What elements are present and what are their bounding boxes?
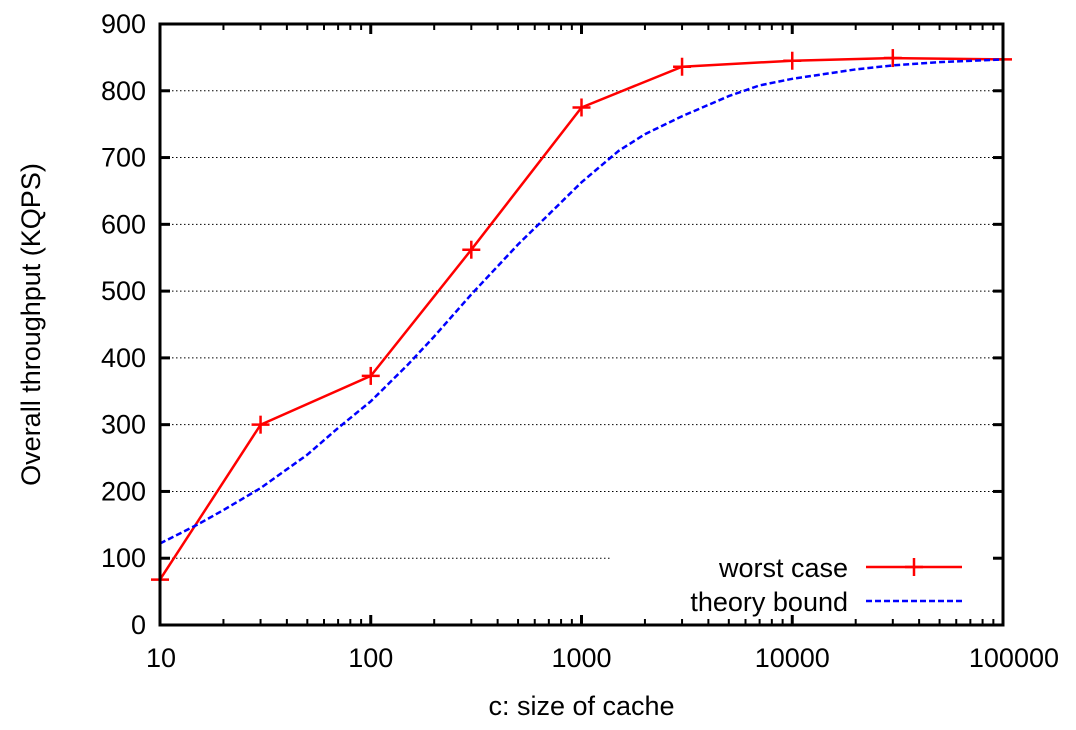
x-tick-label: 100000 <box>969 643 1059 673</box>
y-tick-label: 400 <box>101 343 146 373</box>
worst-case-point <box>883 49 902 68</box>
y-axis-label: Overall throughput (KQPS) <box>16 163 46 486</box>
plot-frame <box>158 22 1005 627</box>
y-axis-ticks: 0 100 200 300 400 500 600 700 800 900 <box>101 9 1003 640</box>
y-tick-label: 300 <box>101 410 146 440</box>
y-tick-label: 500 <box>101 276 146 306</box>
y-tick-label: 900 <box>101 9 146 39</box>
y-tick-label: 600 <box>101 209 146 239</box>
worst-case-point <box>251 415 270 434</box>
y-tick-label: 200 <box>101 476 146 506</box>
worst-case-line <box>158 56 1004 581</box>
y-tick-label: 0 <box>131 610 146 640</box>
x-tick-label: 1000 <box>551 643 611 673</box>
legend: worst case theory bound <box>690 553 962 617</box>
y-tick-label: 800 <box>101 76 146 106</box>
worst-case-point <box>783 51 802 70</box>
worst-case-point <box>572 98 591 117</box>
worst-case-point <box>462 240 481 259</box>
x-tick-label: 10 <box>146 643 176 673</box>
worst-case-point <box>673 57 692 76</box>
x-axis-label: c: size of cache <box>488 691 674 721</box>
worst-case-point <box>361 366 380 385</box>
theory-bound-line <box>159 58 1004 545</box>
y-tick-label: 700 <box>101 143 146 173</box>
legend-label: theory bound <box>690 587 848 617</box>
x-axis-ticks: 10 100 1000 10000 100000 <box>146 24 1059 673</box>
grid-lines <box>160 90 1003 559</box>
x-tick-label: 10000 <box>755 643 830 673</box>
series-lines <box>151 49 1012 589</box>
y-tick-label: 100 <box>101 543 146 573</box>
legend-label: worst case <box>718 553 848 583</box>
x-tick-label: 100 <box>348 643 393 673</box>
